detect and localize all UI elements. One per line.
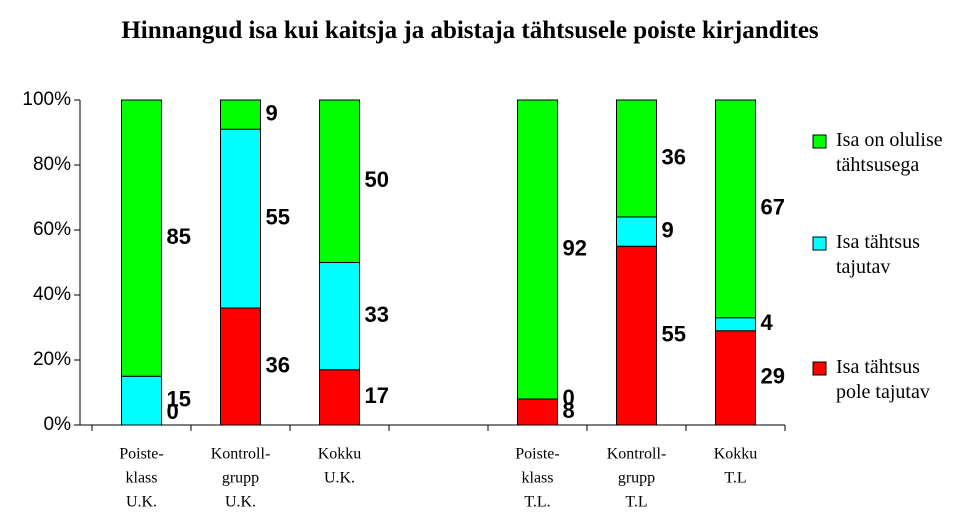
legend-label: Isa tähtsus pole tajutav (836, 356, 930, 403)
x-tick-label: grupp (618, 470, 655, 487)
data-label: 67 (761, 195, 785, 220)
bar-segment (121, 375, 162, 426)
legend-label: Isa tähtsus tajutav (836, 231, 920, 278)
x-tick-label: Poiste- (515, 446, 559, 463)
bar-segment (715, 330, 756, 426)
data-label: 85 (167, 224, 191, 249)
bar-segment (319, 262, 360, 371)
data-label: 55 (662, 321, 686, 346)
x-tick-label: klass (522, 470, 554, 487)
x-tick-label: Kokku (318, 446, 362, 463)
x-tick-label: Kontroll- (607, 446, 667, 463)
data-label: 0 (563, 385, 575, 410)
x-tick-label: T.L (625, 494, 647, 511)
y-tick-label: 40% (33, 284, 71, 305)
legend-swatch (812, 236, 827, 251)
y-tick-label: 0% (44, 414, 72, 435)
data-label: 9 (662, 217, 674, 242)
legend-swatch (812, 361, 827, 376)
x-tick-label: klass (126, 470, 158, 487)
data-label: 17 (365, 383, 389, 408)
chart-title: Hinnangud isa kui kaitsja ja abistaja tä… (121, 17, 819, 44)
y-tick-label: 20% (33, 349, 71, 370)
x-tick-label: U.K. (324, 470, 355, 487)
data-label: 4 (761, 310, 774, 335)
bar-segment (319, 99, 360, 263)
bar-segment (517, 99, 558, 400)
x-tick-label: U.K. (126, 494, 157, 511)
bar-segment (715, 317, 756, 332)
bar-segment (220, 99, 261, 130)
bar-segment (121, 99, 162, 377)
bar-segment (616, 99, 657, 218)
data-label: 36 (662, 144, 686, 169)
y-tick-label: 60% (33, 219, 71, 240)
data-label: 50 (365, 167, 389, 192)
bar-segment (220, 307, 261, 426)
data-label: 0 (167, 399, 179, 424)
bar-segment (616, 245, 657, 426)
data-label: 55 (266, 204, 290, 229)
x-tick-label: Kontroll- (211, 446, 271, 463)
bar-segment (616, 216, 657, 247)
data-label: 15 (167, 386, 191, 411)
bar-segment (220, 128, 261, 309)
data-label: 36 (266, 352, 290, 377)
bar-segment (517, 398, 558, 426)
bar-segment (319, 369, 360, 426)
x-tick-label: Kokku (714, 446, 758, 463)
x-tick-label: T.L. (524, 494, 550, 511)
y-tick-label: 100% (22, 89, 71, 110)
x-tick-label: T.L (724, 470, 746, 487)
data-label: 33 (365, 302, 389, 327)
legend-swatch (812, 134, 827, 149)
data-label: 8 (563, 398, 575, 423)
bar-segment (715, 99, 756, 319)
data-label: 29 (761, 364, 785, 389)
x-tick-label: Poiste- (119, 446, 163, 463)
data-label: 92 (563, 235, 587, 260)
x-tick-label: U.K. (225, 494, 256, 511)
legend-label: Isa on olulise tähtsusega (836, 129, 943, 176)
y-tick-label: 80% (33, 154, 71, 175)
data-label: 9 (266, 100, 278, 125)
x-tick-label: grupp (222, 470, 259, 487)
